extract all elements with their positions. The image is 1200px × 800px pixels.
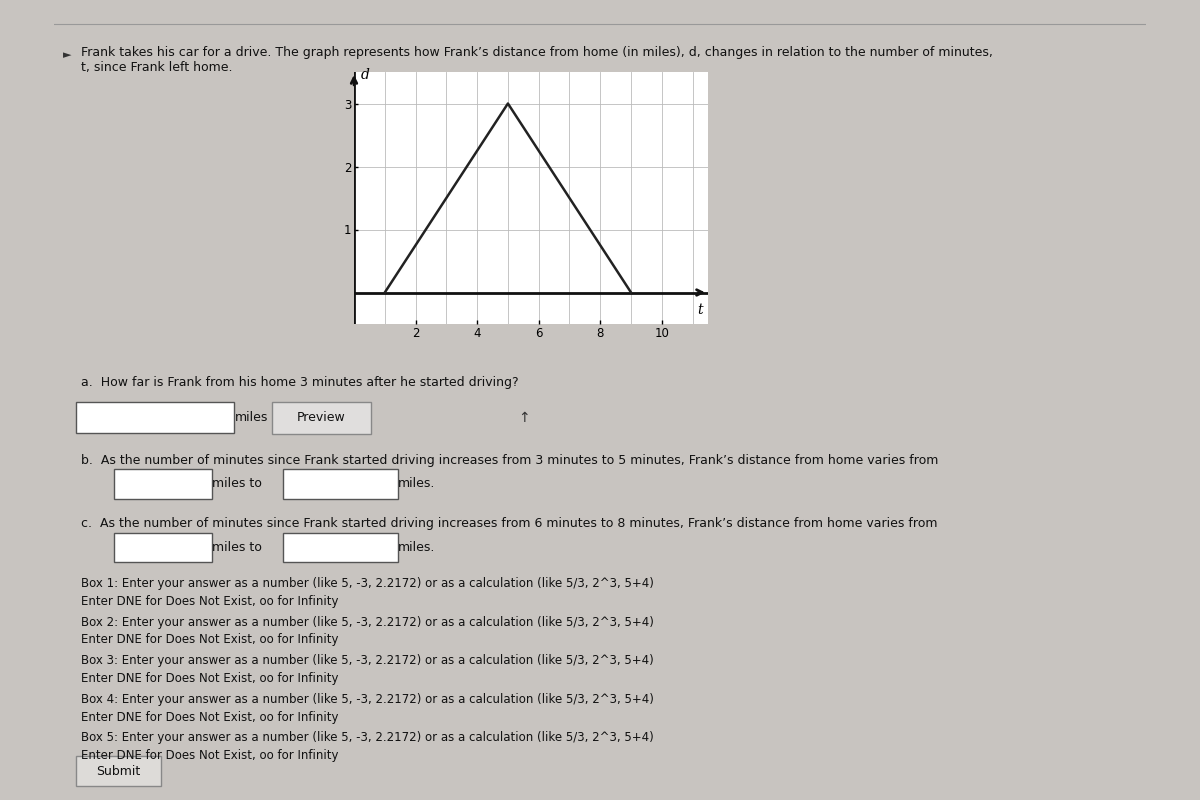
- Text: c.  As the number of minutes since Frank started driving increases from 6 minute: c. As the number of minutes since Frank …: [82, 517, 938, 530]
- Text: t, since Frank left home.: t, since Frank left home.: [82, 62, 233, 74]
- Text: Enter DNE for Does Not Exist, oo for Infinity: Enter DNE for Does Not Exist, oo for Inf…: [82, 595, 338, 608]
- Text: Box 4: Enter your answer as a number (like 5, -3, 2.2172) or as a calculation (l: Box 4: Enter your answer as a number (li…: [82, 693, 654, 706]
- FancyBboxPatch shape: [283, 533, 398, 562]
- Text: Preview: Preview: [298, 411, 346, 424]
- Text: Enter DNE for Does Not Exist, oo for Infinity: Enter DNE for Does Not Exist, oo for Inf…: [82, 750, 338, 762]
- Text: Box 2: Enter your answer as a number (like 5, -3, 2.2172) or as a calculation (l: Box 2: Enter your answer as a number (li…: [82, 616, 654, 629]
- Text: Frank takes his car for a drive. The graph represents how Frank’s distance from : Frank takes his car for a drive. The gra…: [82, 46, 994, 59]
- Text: t: t: [697, 303, 703, 317]
- Text: Box 3: Enter your answer as a number (like 5, -3, 2.2172) or as a calculation (l: Box 3: Enter your answer as a number (li…: [82, 654, 654, 667]
- Text: miles.: miles.: [398, 478, 436, 490]
- Text: Enter DNE for Does Not Exist, oo for Infinity: Enter DNE for Does Not Exist, oo for Inf…: [82, 672, 338, 685]
- Text: ↑: ↑: [517, 410, 529, 425]
- Text: miles: miles: [235, 411, 269, 424]
- Text: miles to: miles to: [212, 541, 263, 554]
- Text: miles to: miles to: [212, 478, 263, 490]
- FancyBboxPatch shape: [76, 402, 234, 433]
- Text: Enter DNE for Does Not Exist, oo for Infinity: Enter DNE for Does Not Exist, oo for Inf…: [82, 634, 338, 646]
- Text: a.  How far is Frank from his home 3 minutes after he started driving?: a. How far is Frank from his home 3 minu…: [82, 376, 518, 390]
- Text: Submit: Submit: [96, 765, 140, 778]
- FancyBboxPatch shape: [114, 470, 212, 498]
- Text: Enter DNE for Does Not Exist, oo for Infinity: Enter DNE for Does Not Exist, oo for Inf…: [82, 710, 338, 724]
- FancyBboxPatch shape: [114, 533, 212, 562]
- FancyBboxPatch shape: [283, 470, 398, 498]
- Text: b.  As the number of minutes since Frank started driving increases from 3 minute: b. As the number of minutes since Frank …: [82, 454, 938, 466]
- Text: Box 1: Enter your answer as a number (like 5, -3, 2.2172) or as a calculation (l: Box 1: Enter your answer as a number (li…: [82, 577, 654, 590]
- Text: miles.: miles.: [398, 541, 436, 554]
- Text: d: d: [360, 68, 370, 82]
- Text: Box 5: Enter your answer as a number (like 5, -3, 2.2172) or as a calculation (l: Box 5: Enter your answer as a number (li…: [82, 731, 654, 745]
- FancyBboxPatch shape: [272, 402, 371, 434]
- FancyBboxPatch shape: [76, 757, 161, 786]
- Text: ►: ►: [62, 50, 71, 60]
